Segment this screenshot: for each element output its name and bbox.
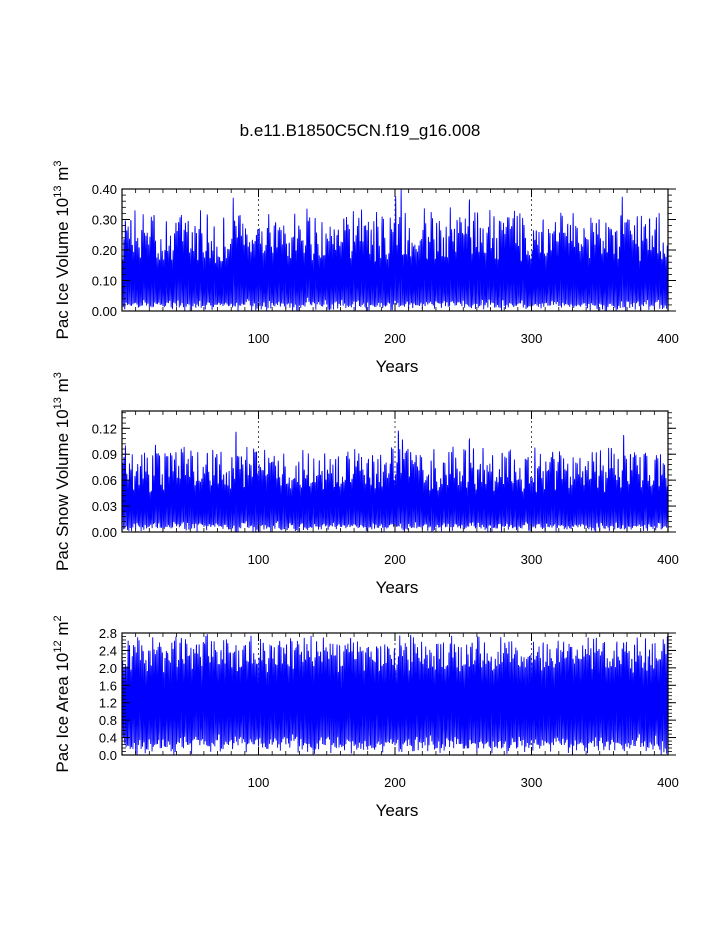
y-axis-label: Pac Snow Volume 1013 m3 bbox=[52, 372, 72, 571]
x-tick-label: 300 bbox=[521, 331, 543, 346]
y-tick-label: 2.8 bbox=[99, 626, 117, 641]
y-tick-label: 0.4 bbox=[99, 731, 117, 746]
y-axis-label: Pac Ice Area 1012 m2 bbox=[52, 615, 72, 772]
x-tick-label: 200 bbox=[384, 552, 406, 567]
y-axis-label: Pac Ice Volume 1013 m3 bbox=[52, 160, 72, 339]
y-tick-label: 0.20 bbox=[92, 243, 117, 258]
x-tick-label: 400 bbox=[657, 331, 679, 346]
snow-volume-panel: 0.00 0.03 0.06 0.09 0.12 100 200 300 400 Years Pac… bbox=[52, 372, 679, 597]
y-tick-label: 2.0 bbox=[99, 661, 117, 676]
figure-title: b.e11.B1850C5CN.f19_g16.008 bbox=[240, 121, 481, 140]
series-line bbox=[121, 189, 669, 312]
y-tick-label: 1.2 bbox=[99, 696, 117, 711]
ice-area-panel: 0.0 0.4 0.8 1.2 1.6 2.0 2.4 2.8 100 200 300 400 Year… bbox=[52, 615, 679, 820]
y-tick-label: 2.4 bbox=[99, 643, 117, 658]
y-tick-label: 0.12 bbox=[92, 421, 117, 436]
x-tick-label: 100 bbox=[248, 552, 270, 567]
x-tick-label: 100 bbox=[248, 331, 270, 346]
y-tick-label: 0.00 bbox=[92, 525, 117, 540]
x-tick-label: 300 bbox=[521, 775, 543, 790]
y-tick-label: 0.8 bbox=[99, 713, 117, 728]
y-tick-label: 0.0 bbox=[99, 748, 117, 763]
series-line bbox=[121, 634, 669, 756]
y-tick-label: 0.10 bbox=[92, 274, 117, 289]
x-tick-label: 400 bbox=[657, 552, 679, 567]
x-tick-label: 400 bbox=[657, 775, 679, 790]
x-tick-label: 200 bbox=[384, 775, 406, 790]
y-tick-label: 0.06 bbox=[92, 473, 117, 488]
y-tick-label: 0.03 bbox=[92, 499, 117, 514]
y-tick-label: 0.40 bbox=[92, 182, 117, 197]
x-tick-label: 100 bbox=[248, 775, 270, 790]
y-tick-label: 0.30 bbox=[92, 213, 117, 228]
x-tick-label: 200 bbox=[384, 331, 406, 346]
y-tick-label: 0.09 bbox=[92, 447, 117, 462]
x-axis-label: Years bbox=[376, 801, 419, 820]
x-tick-label: 300 bbox=[521, 552, 543, 567]
y-tick-label: 0.00 bbox=[92, 304, 117, 319]
x-axis-label: Years bbox=[376, 578, 419, 597]
ice-volume-panel: 0.00 0.10 0.20 0.30 0.40 100 200 300 400 Years Pac… bbox=[52, 160, 679, 376]
x-axis-label: Years bbox=[376, 357, 419, 376]
y-tick-label: 1.6 bbox=[99, 678, 117, 693]
